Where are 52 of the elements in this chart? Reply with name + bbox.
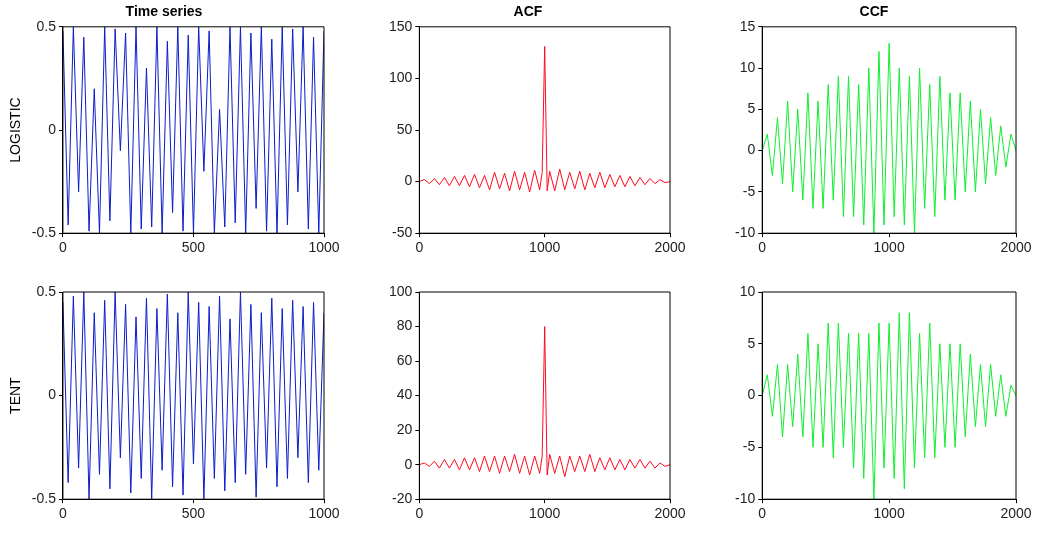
y-tick-label: -5 (742, 438, 756, 455)
x-tick-label: 1000 (873, 239, 905, 256)
y-tick-label: -20 (392, 490, 413, 507)
y-axis-title: TENT (7, 376, 24, 414)
y-tick-label: 10 (739, 282, 756, 299)
y-tick-label: 150 (389, 17, 413, 34)
y-tick-label: -0.5 (31, 224, 57, 241)
y-tick-label: 10 (739, 58, 756, 75)
y-tick-label: 0 (747, 386, 756, 403)
y-tick-label: 0 (404, 455, 413, 472)
y-tick-label: 100 (389, 282, 413, 299)
y-tick-label: 40 (396, 386, 413, 403)
x-tick-label: 0 (758, 239, 767, 256)
y-tick-label: -10 (735, 490, 756, 507)
x-tick-label: 2000 (1000, 239, 1032, 256)
y-tick-label: -50 (392, 224, 413, 241)
x-tick-label: 0 (59, 505, 68, 522)
x-tick-label: 0 (415, 239, 424, 256)
x-tick-label: 0 (59, 239, 68, 256)
x-tick-label: 1000 (308, 239, 340, 256)
x-tick-label: 0 (758, 505, 767, 522)
y-tick-label: 5 (747, 334, 756, 351)
x-tick-label: 2000 (654, 239, 686, 256)
x-tick-label: 1000 (529, 505, 561, 522)
y-tick-label: 0 (404, 172, 413, 189)
y-tick-label: 100 (389, 69, 413, 86)
x-tick-label: 0 (415, 505, 424, 522)
y-tick-label: 5 (747, 100, 756, 117)
y-tick-label: 15 (739, 17, 756, 34)
chart-title: ACF (513, 3, 543, 20)
y-tick-label: 60 (396, 351, 413, 368)
x-tick-label: 1000 (308, 505, 340, 522)
x-tick-label: 500 (181, 239, 206, 256)
y-tick-label: 0.5 (36, 282, 57, 299)
y-tick-label: 0.5 (36, 17, 57, 34)
x-tick-label: 2000 (654, 505, 686, 522)
y-tick-label: 50 (396, 120, 413, 137)
x-tick-label: 2000 (1000, 505, 1032, 522)
y-tick-label: 0 (48, 120, 57, 137)
chart-title: CCF (859, 3, 889, 20)
y-tick-label: -0.5 (31, 490, 57, 507)
chart-title: Time series (125, 3, 203, 20)
y-axis-title: LOGISTIC (7, 97, 24, 163)
y-tick-label: 0 (747, 141, 756, 158)
y-tick-label: 20 (396, 420, 413, 437)
x-tick-label: 1000 (529, 239, 561, 256)
y-tick-label: 80 (396, 317, 413, 334)
x-tick-label: 1000 (873, 505, 905, 522)
y-tick-label: -5 (742, 182, 756, 199)
y-tick-label: 0 (48, 386, 57, 403)
y-tick-label: -10 (735, 224, 756, 241)
x-tick-label: 500 (181, 505, 206, 522)
